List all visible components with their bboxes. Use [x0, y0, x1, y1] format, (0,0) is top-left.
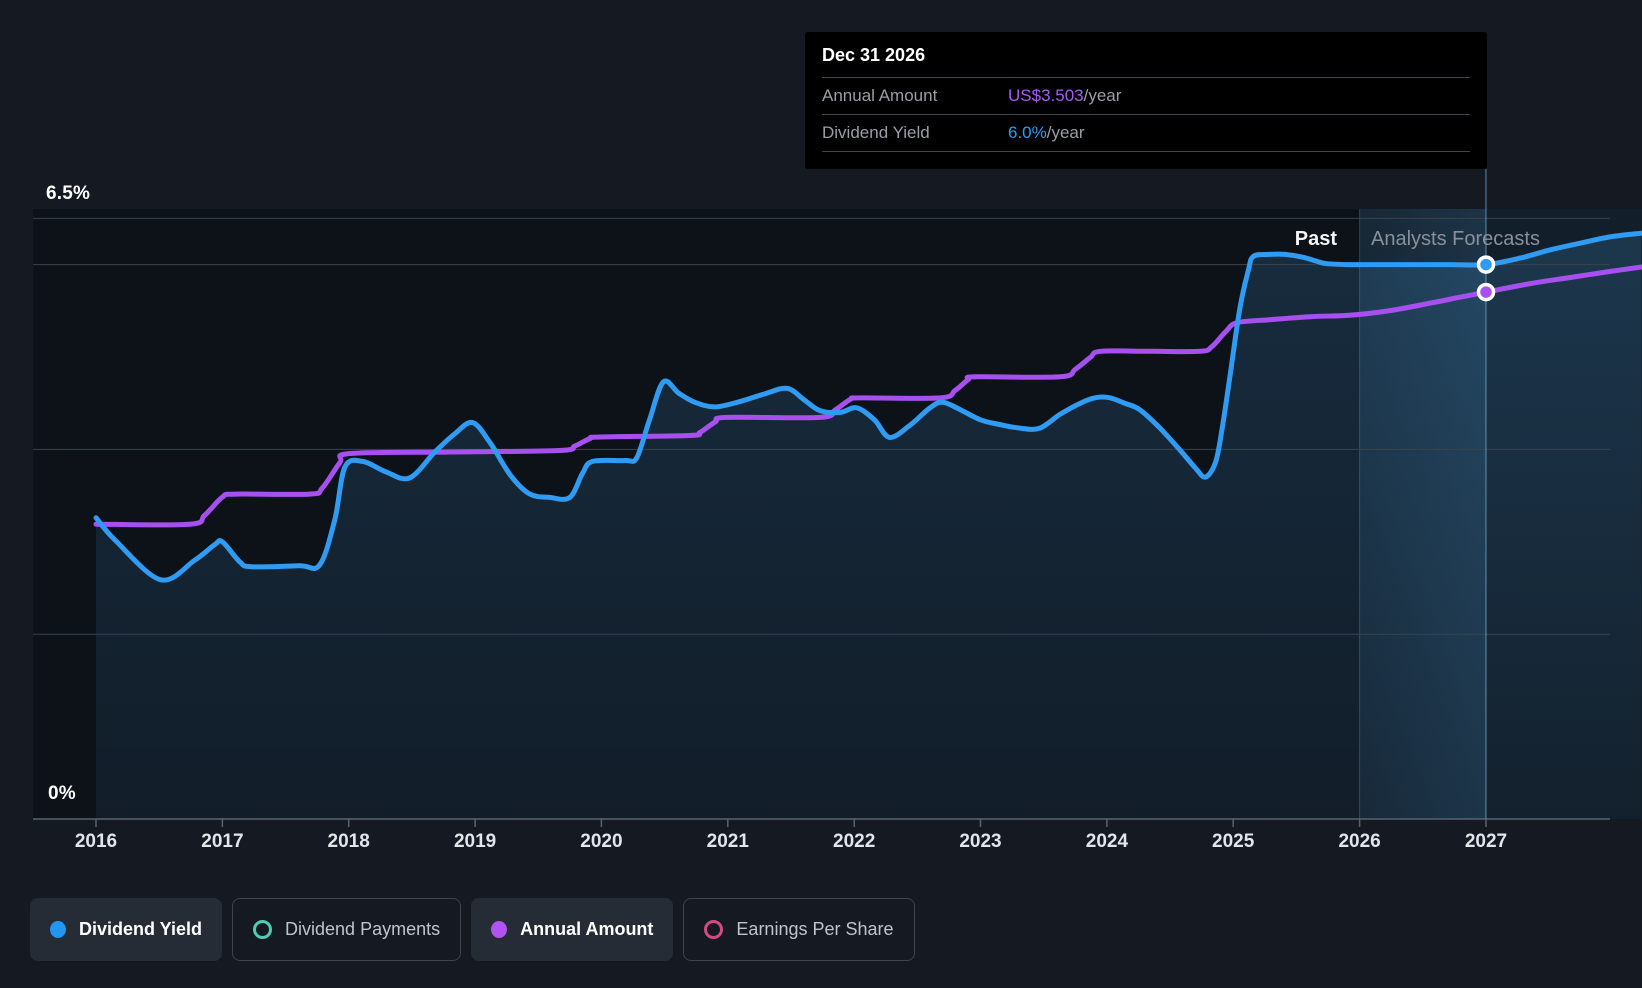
x-axis-label: 2023 [959, 831, 1002, 852]
annual-amount-dot-icon [491, 921, 508, 938]
annual-amount-line [93, 264, 1642, 528]
tooltip-row-annual-amount: Annual Amount US$3.503/year [822, 78, 1470, 115]
x-axis-label: 2026 [1338, 831, 1381, 852]
legend-label: Annual Amount [520, 919, 654, 939]
tooltip-row-dividend-yield: Dividend Yield 6.0%/year [822, 115, 1470, 152]
marker-dot-dividend-yield[interactable] [1476, 255, 1496, 274]
x-axis-label: 2020 [580, 831, 623, 852]
tooltip-value: 6.0%/year [1008, 123, 1085, 143]
past-label: Past [1294, 228, 1337, 250]
legend-label: Dividend Payments [285, 919, 441, 939]
dividend-payments-ring-icon [253, 920, 273, 939]
tooltip-unit: /year [1083, 86, 1122, 105]
y-axis-label-min: 0% [48, 783, 76, 804]
legend-dividend-yield[interactable]: Dividend Yield [30, 898, 223, 961]
marker-dot-annual-amount[interactable] [1476, 282, 1496, 302]
tooltip: Dec 31 2026 Annual Amount US$3.503/year … [805, 32, 1487, 169]
legend-earnings-per-share[interactable]: Earnings Per Share [683, 898, 915, 961]
x-axis-label: 2016 [74, 831, 118, 852]
x-axis-label: 2018 [327, 831, 370, 852]
legend-annual-amount[interactable]: Annual Amount [471, 898, 674, 961]
y-axis-label-max: 6.5% [46, 183, 91, 204]
x-axis-label: 2017 [201, 831, 244, 852]
yield-area-fill [96, 233, 1642, 819]
dividend-yield-dot-icon [50, 921, 66, 938]
tooltip-label: Annual Amount [822, 86, 938, 105]
x-axis-label: 2021 [706, 831, 749, 852]
tooltip-label: Dividend Yield [822, 123, 930, 142]
legend-label: Earnings Per Share [736, 919, 894, 939]
hover-highlight-band [1359, 209, 1486, 819]
tooltip-date: Dec 31 2026 [822, 32, 1470, 78]
x-axis-label: 2022 [833, 831, 876, 852]
legend-label: Dividend Yield [79, 919, 203, 939]
x-axis-label: 2027 [1464, 831, 1508, 852]
tooltip-unit: /year [1046, 123, 1085, 142]
x-axis-label: 2025 [1212, 831, 1255, 852]
tooltip-value: US$3.503/year [1008, 86, 1121, 106]
x-axis-label: 2024 [1085, 831, 1129, 852]
earnings-per-share-ring-icon [704, 920, 724, 939]
analysts-forecasts-label: Analysts Forecasts [1371, 228, 1540, 250]
legend: Dividend Yield Dividend Payments Annual … [30, 898, 915, 961]
dividend-yield-value: 6.0% [1008, 123, 1047, 142]
x-axis-label: 2019 [453, 831, 497, 852]
legend-dividend-payments[interactable]: Dividend Payments [232, 898, 462, 961]
annual-amount-value: US$3.503 [1008, 86, 1084, 105]
dividend-yield-line [93, 230, 1642, 583]
